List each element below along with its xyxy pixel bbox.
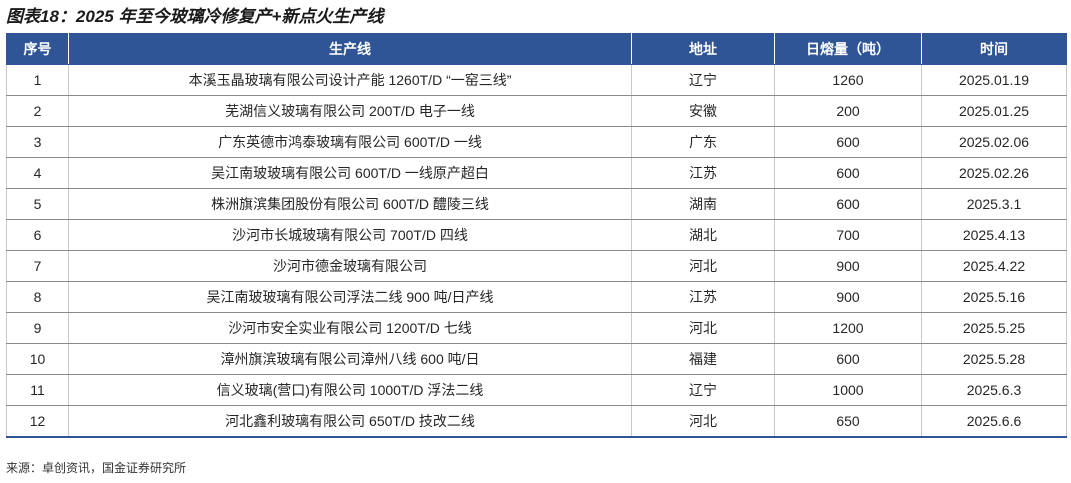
cell-date: 2025.6.3 [921, 374, 1067, 406]
header-location: 地址 [631, 33, 775, 65]
cell-location: 辽宁 [631, 374, 775, 406]
table-row: 5 株洲旗滨集团股份有限公司 600T/D 醴陵三线 湖南 600 2025.3… [6, 188, 1067, 220]
table-row: 3 广东英德市鸿泰玻璃有限公司 600T/D 一线 广东 600 2025.02… [6, 126, 1067, 158]
cell-location: 河北 [631, 405, 775, 438]
cell-location: 江苏 [631, 281, 775, 313]
cell-daily-capacity: 700 [774, 219, 922, 251]
header-index: 序号 [6, 33, 69, 65]
cell-date: 2025.01.19 [921, 64, 1067, 96]
cell-location: 江苏 [631, 157, 775, 189]
header-production-line: 生产线 [68, 33, 632, 65]
cell-production-line: 吴江南玻玻璃有限公司 600T/D 一线原产超白 [68, 157, 632, 189]
cell-location: 河北 [631, 250, 775, 282]
table-container: 序号 生产线 地址 日熔量（吨） 时间 1 本溪玉晶玻璃有限公司设计产能 126… [6, 33, 1067, 438]
table-row: 12 河北鑫利玻璃有限公司 650T/D 技改二线 河北 650 2025.6.… [6, 405, 1067, 438]
table-row: 4 吴江南玻玻璃有限公司 600T/D 一线原产超白 江苏 600 2025.0… [6, 157, 1067, 189]
cell-location: 安徽 [631, 95, 775, 127]
cell-daily-capacity: 650 [774, 405, 922, 438]
cell-date: 2025.4.22 [921, 250, 1067, 282]
cell-index: 2 [6, 95, 69, 127]
cell-index: 3 [6, 126, 69, 158]
cell-index: 10 [6, 343, 69, 375]
cell-daily-capacity: 900 [774, 281, 922, 313]
cell-index: 8 [6, 281, 69, 313]
cell-index: 11 [6, 374, 69, 406]
cell-production-line: 芜湖信义玻璃有限公司 200T/D 电子一线 [68, 95, 632, 127]
figure-title: 图表18：2025 年至今玻璃冷修复产+新点火生产线 [6, 7, 384, 26]
table-row: 2 芜湖信义玻璃有限公司 200T/D 电子一线 安徽 200 2025.01.… [6, 95, 1067, 127]
cell-location: 辽宁 [631, 64, 775, 96]
cell-production-line: 信义玻璃(营口)有限公司 1000T/D 浮法二线 [68, 374, 632, 406]
table-row: 9 沙河市安全实业有限公司 1200T/D 七线 河北 1200 2025.5.… [6, 312, 1067, 344]
cell-index: 9 [6, 312, 69, 344]
table-row: 11 信义玻璃(营口)有限公司 1000T/D 浮法二线 辽宁 1000 202… [6, 374, 1067, 406]
cell-date: 2025.02.26 [921, 157, 1067, 189]
table-row: 10 漳州旗滨玻璃有限公司漳州八线 600 吨/日 福建 600 2025.5.… [6, 343, 1067, 375]
cell-location: 湖北 [631, 219, 775, 251]
cell-location: 河北 [631, 312, 775, 344]
table-row: 7 沙河市德金玻璃有限公司 河北 900 2025.4.22 [6, 250, 1067, 282]
cell-production-line: 漳州旗滨玻璃有限公司漳州八线 600 吨/日 [68, 343, 632, 375]
cell-production-line: 沙河市德金玻璃有限公司 [68, 250, 632, 282]
header-date: 时间 [921, 33, 1067, 65]
cell-location: 湖南 [631, 188, 775, 220]
cell-location: 福建 [631, 343, 775, 375]
cell-date: 2025.02.06 [921, 126, 1067, 158]
cell-daily-capacity: 600 [774, 157, 922, 189]
cell-date: 2025.6.6 [921, 405, 1067, 438]
cell-index: 12 [6, 405, 69, 438]
cell-date: 2025.01.25 [921, 95, 1067, 127]
cell-daily-capacity: 600 [774, 188, 922, 220]
cell-daily-capacity: 200 [774, 95, 922, 127]
table-row: 1 本溪玉晶玻璃有限公司设计产能 1260T/D “一窑三线” 辽宁 1260 … [6, 64, 1067, 96]
header-daily-capacity: 日熔量（吨） [774, 33, 922, 65]
table-row: 8 吴江南玻玻璃有限公司浮法二线 900 吨/日产线 江苏 900 2025.5… [6, 281, 1067, 313]
cell-index: 4 [6, 157, 69, 189]
cell-production-line: 沙河市长城玻璃有限公司 700T/D 四线 [68, 219, 632, 251]
cell-date: 2025.3.1 [921, 188, 1067, 220]
production-line-table: 序号 生产线 地址 日熔量（吨） 时间 1 本溪玉晶玻璃有限公司设计产能 126… [6, 33, 1067, 438]
cell-index: 7 [6, 250, 69, 282]
cell-production-line: 株洲旗滨集团股份有限公司 600T/D 醴陵三线 [68, 188, 632, 220]
cell-daily-capacity: 900 [774, 250, 922, 282]
cell-index: 1 [6, 64, 69, 96]
cell-production-line: 本溪玉晶玻璃有限公司设计产能 1260T/D “一窑三线” [68, 64, 632, 96]
cell-production-line: 沙河市安全实业有限公司 1200T/D 七线 [68, 312, 632, 344]
cell-daily-capacity: 600 [774, 343, 922, 375]
table-row: 6 沙河市长城玻璃有限公司 700T/D 四线 湖北 700 2025.4.13 [6, 219, 1067, 251]
cell-date: 2025.5.25 [921, 312, 1067, 344]
cell-daily-capacity: 1000 [774, 374, 922, 406]
table-body: 1 本溪玉晶玻璃有限公司设计产能 1260T/D “一窑三线” 辽宁 1260 … [6, 64, 1067, 438]
cell-production-line: 广东英德市鸿泰玻璃有限公司 600T/D 一线 [68, 126, 632, 158]
cell-daily-capacity: 1260 [774, 64, 922, 96]
cell-index: 5 [6, 188, 69, 220]
header-row: 序号 生产线 地址 日熔量（吨） 时间 [6, 33, 1067, 65]
cell-production-line: 河北鑫利玻璃有限公司 650T/D 技改二线 [68, 405, 632, 438]
cell-production-line: 吴江南玻玻璃有限公司浮法二线 900 吨/日产线 [68, 281, 632, 313]
source-note: 来源：卓创资讯，国金证券研究所 [6, 461, 187, 475]
cell-location: 广东 [631, 126, 775, 158]
table-header: 序号 生产线 地址 日熔量（吨） 时间 [6, 33, 1067, 65]
cell-daily-capacity: 600 [774, 126, 922, 158]
cell-daily-capacity: 1200 [774, 312, 922, 344]
cell-index: 6 [6, 219, 69, 251]
cell-date: 2025.4.13 [921, 219, 1067, 251]
cell-date: 2025.5.16 [921, 281, 1067, 313]
cell-date: 2025.5.28 [921, 343, 1067, 375]
